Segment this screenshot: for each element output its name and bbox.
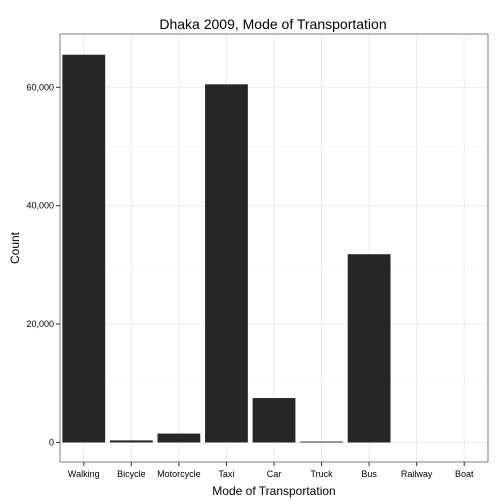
x-tick-label: Bus bbox=[361, 469, 377, 479]
x-tick-label: Boat bbox=[455, 469, 474, 479]
x-tick-label: Truck bbox=[310, 469, 333, 479]
x-tick-label: Walking bbox=[68, 469, 100, 479]
plot-panel bbox=[59, 33, 489, 463]
x-tick-label: Motorcycle bbox=[157, 469, 201, 479]
bar-bicycle bbox=[109, 440, 153, 443]
bars bbox=[62, 54, 486, 443]
bar-taxi bbox=[205, 84, 248, 443]
y-tick-label: 40,000 bbox=[26, 201, 54, 211]
x-axis-label: Mode of Transportation bbox=[212, 484, 335, 498]
bar-truck bbox=[300, 441, 343, 443]
bar-motorcycle bbox=[157, 433, 201, 443]
x-tick-label: Taxi bbox=[218, 469, 234, 479]
chart-title: Dhaka 2009, Mode of Transportation bbox=[159, 16, 386, 32]
x-tick-label: Car bbox=[267, 469, 282, 479]
bar-car bbox=[252, 398, 296, 443]
y-axis: 0 20,000 40,000 60,000 bbox=[26, 82, 60, 447]
y-tick-label: 0 bbox=[49, 437, 54, 447]
y-tick-label: 20,000 bbox=[26, 319, 54, 329]
x-axis: Walking Bicycle Motorcycle Taxi Car Truck Bus R… bbox=[68, 462, 474, 479]
bar-walking bbox=[62, 54, 106, 443]
x-tick-label: Railway bbox=[401, 469, 433, 479]
bar-bus bbox=[347, 254, 391, 443]
x-tick-label: Bicycle bbox=[117, 469, 146, 479]
y-axis-label: Count bbox=[8, 231, 22, 264]
y-tick-label: 60,000 bbox=[26, 82, 54, 92]
